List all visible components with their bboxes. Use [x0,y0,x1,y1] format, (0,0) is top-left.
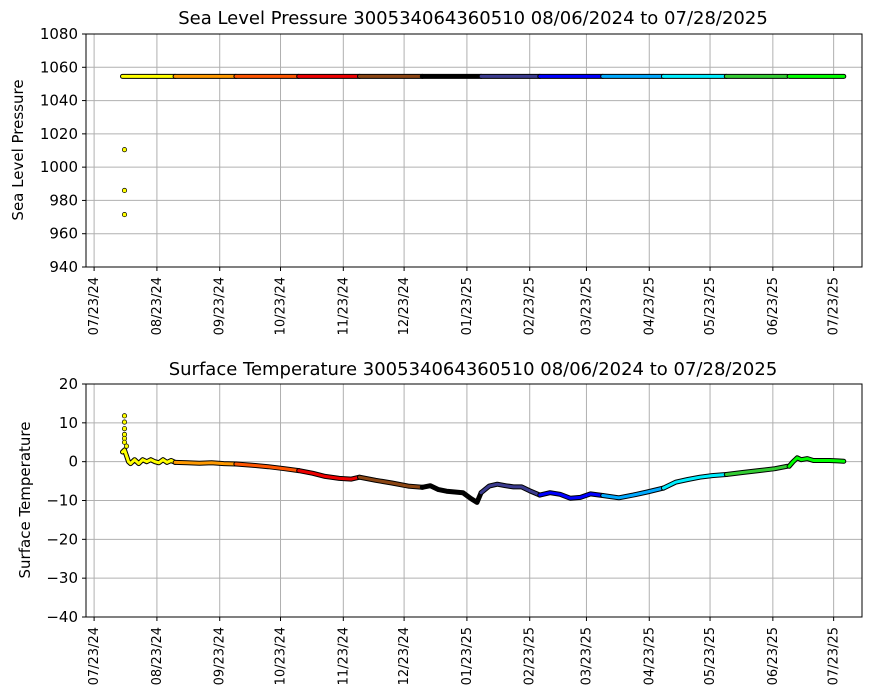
temperature-xtick-label: 04/23/25 [642,627,657,685]
temperature-y-axis-label: Surface Temperature [16,422,34,579]
temperature-segment-11 [787,456,846,468]
temperature-xtick-label: 03/23/25 [579,627,594,685]
temperature-xtick-label: 10/23/24 [274,627,289,685]
temperature-outlier-point [121,439,128,445]
temperature-chart-title: Surface Temperature 300534064360510 08/0… [169,359,778,380]
pressure-xtick-label: 02/23/25 [523,277,538,335]
temperature-segment-6 [479,482,542,497]
temperature-xtick-label: 05/23/25 [703,627,718,685]
temperature-ytick-label: −30 [46,569,78,587]
temperature-segment-8 [601,486,665,500]
pressure-outlier-point [121,147,128,153]
pressure-outlier-point [121,212,128,218]
temperature-segment-2 [234,462,301,473]
temperature-series [120,413,847,505]
pressure-xtick-label: 01/23/25 [460,277,475,335]
pressure-ytick-label: 1080 [40,25,78,43]
pressure-ytick-label: 980 [49,191,78,209]
pressure-ytick-label: 1040 [40,92,78,110]
temperature-xtick-label: 06/23/25 [766,627,781,685]
temperature-ytick-label: −40 [46,608,78,626]
pressure-plot-frame [85,33,863,268]
pressure-xtick-label: 10/23/24 [274,277,289,335]
temperature-segment-9 [661,473,728,490]
temperature-ytick-label: −10 [46,492,78,510]
temperature-xtick-label: 02/23/25 [523,627,538,685]
temperature-xtick-label: 09/23/24 [213,627,228,685]
temperature-segment-4 [358,475,424,489]
temperature-segment-1 [173,460,238,466]
pressure-xtick-label: 07/23/24 [87,277,102,335]
pressure-axes: 940 960 980 1000 1020 1040 1060 1080 07/23/24 08/… [40,25,842,335]
temperature-xtick-label: 12/23/24 [397,627,412,685]
temperature-chart: Surface Temperature 300534064360510 08/0… [16,359,863,685]
pressure-ytick-label: 1000 [40,158,78,176]
pressure-xtick-label: 04/23/25 [642,277,657,335]
temperature-xtick-label: 08/23/24 [150,627,165,685]
pressure-ytick-label: 1060 [40,58,78,76]
pressure-xtick-label: 06/23/25 [766,277,781,335]
temperature-ytick-label: 20 [59,375,78,393]
pressure-ytick-label: 1020 [40,125,78,143]
temperature-xtick-label: 07/23/24 [87,627,102,685]
temperature-axes: −40 −30 −20 −10 0 10 20 07/23/24 08/23/24 09/23/2… [46,375,841,685]
pressure-chart: Sea Level Pressure 300534064360510 08/06… [9,8,863,335]
temperature-outlier-point [121,413,128,419]
temperature-segment-0 [121,448,177,466]
pressure-xtick-label: 08/23/24 [150,277,165,335]
pressure-xtick-label: 11/23/24 [336,277,351,335]
pressure-series [120,73,847,218]
temperature-xtick-label: 01/23/25 [460,627,475,685]
temperature-xtick-label: 07/23/25 [827,627,842,685]
temperature-segment-10 [724,464,789,476]
pressure-grid [86,33,862,268]
temperature-ytick-label: 0 [68,453,78,471]
temperature-segment-7 [538,491,605,500]
pressure-ytick-label: 940 [49,258,78,276]
pressure-xtick-label: 12/23/24 [397,277,412,335]
pressure-xtick-label: 03/23/25 [579,277,594,335]
temperature-outlier-point [121,426,128,432]
temperature-ytick-label: 10 [59,414,78,432]
pressure-xtick-label: 05/23/25 [703,277,718,335]
temperature-segment-3 [297,469,361,481]
pressure-xtick-label: 07/23/25 [827,277,842,335]
pressure-chart-title: Sea Level Pressure 300534064360510 08/06… [178,8,768,29]
pressure-xtick-label: 09/23/24 [213,277,228,335]
pressure-outlier-point [121,187,128,193]
temperature-xtick-label: 11/23/24 [336,627,351,685]
pressure-y-axis-label: Sea Level Pressure [9,79,27,220]
temperature-outlier-point [121,419,128,425]
temperature-outlier-point [123,443,130,449]
temperature-segment-5 [420,484,483,504]
temperature-ytick-label: −20 [46,530,78,548]
pressure-ytick-label: 960 [49,225,78,243]
